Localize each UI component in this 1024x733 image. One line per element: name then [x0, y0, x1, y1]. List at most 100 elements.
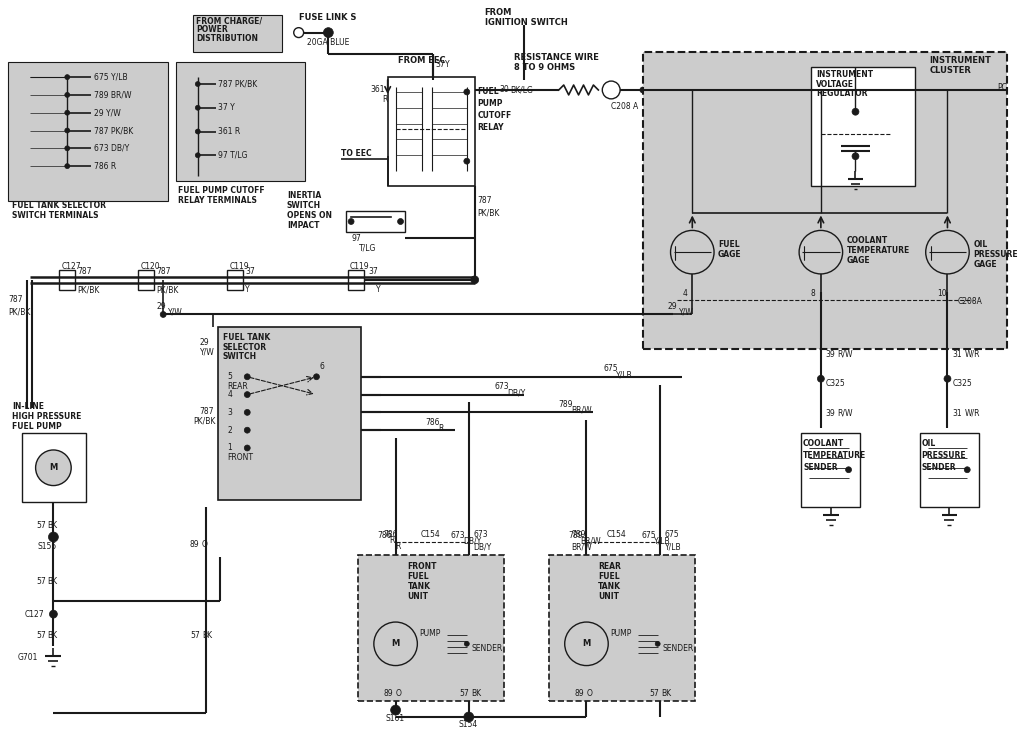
Text: FROM EEC: FROM EEC: [397, 56, 445, 65]
Text: SELECTOR: SELECTOR: [222, 342, 266, 352]
Text: S161: S161: [386, 715, 404, 723]
Text: 8 TO 9 OHMS: 8 TO 9 OHMS: [514, 63, 575, 72]
Text: Y/LB: Y/LB: [665, 542, 681, 551]
Text: 787: 787: [77, 268, 91, 276]
Text: Y/LB: Y/LB: [616, 370, 633, 379]
Text: INSTRUMENT: INSTRUMENT: [816, 70, 873, 78]
Text: REGULATOR: REGULATOR: [816, 89, 867, 98]
Text: T/LG: T/LG: [359, 243, 377, 253]
Text: 37: 37: [368, 268, 378, 276]
Text: INERTIA: INERTIA: [287, 191, 322, 200]
Circle shape: [846, 467, 852, 473]
Text: G701: G701: [17, 653, 38, 662]
Text: DB/Y: DB/Y: [474, 542, 492, 551]
Text: 786: 786: [384, 529, 398, 539]
Text: M: M: [391, 639, 399, 648]
Text: HIGH PRESSURE: HIGH PRESSURE: [12, 412, 81, 421]
Circle shape: [196, 129, 201, 134]
Text: 787: 787: [157, 268, 171, 276]
Text: 39: 39: [825, 409, 836, 418]
Text: BK/LG: BK/LG: [510, 86, 534, 95]
Text: OPENS ON: OPENS ON: [287, 211, 332, 220]
Circle shape: [245, 374, 250, 380]
Text: POWER: POWER: [196, 25, 227, 34]
Text: 8: 8: [811, 290, 816, 298]
Circle shape: [48, 532, 58, 542]
Text: DISTRIBUTION: DISTRIBUTION: [196, 34, 258, 43]
Text: 37: 37: [435, 60, 444, 69]
Circle shape: [65, 75, 70, 80]
Text: BR/W: BR/W: [581, 537, 601, 545]
Text: 57: 57: [37, 520, 46, 530]
Text: W/R: W/R: [965, 350, 980, 358]
Circle shape: [464, 641, 469, 647]
Circle shape: [245, 391, 250, 397]
Text: C325: C325: [825, 379, 846, 388]
Text: 787 PK/BK: 787 PK/BK: [94, 126, 133, 135]
Text: 10: 10: [938, 290, 947, 298]
Circle shape: [852, 108, 859, 115]
Text: 6: 6: [319, 362, 325, 372]
Text: 57: 57: [37, 577, 46, 586]
Circle shape: [965, 467, 970, 473]
Text: C120: C120: [140, 262, 160, 270]
Text: FUEL PUMP: FUEL PUMP: [12, 421, 61, 431]
Circle shape: [313, 374, 319, 380]
Text: 29: 29: [668, 302, 677, 311]
Text: FROM: FROM: [484, 8, 512, 18]
Text: 37: 37: [246, 268, 255, 276]
Text: 4: 4: [682, 290, 687, 298]
Text: PK/BK: PK/BK: [477, 208, 500, 217]
Text: PRESSURE: PRESSURE: [922, 452, 967, 460]
Text: 789: 789: [559, 400, 573, 409]
Text: GAGE: GAGE: [847, 256, 870, 265]
Text: 57: 57: [189, 631, 200, 641]
Text: RELAY TERMINALS: RELAY TERMINALS: [178, 196, 257, 205]
Circle shape: [65, 92, 70, 97]
Circle shape: [49, 610, 57, 618]
Circle shape: [374, 622, 418, 666]
Text: SWITCH TERMINALS: SWITCH TERMINALS: [12, 211, 98, 220]
Text: FUEL: FUEL: [598, 572, 620, 581]
Bar: [358, 555, 505, 701]
Circle shape: [245, 427, 250, 433]
Text: REAR: REAR: [227, 382, 248, 391]
Text: 89: 89: [574, 689, 585, 698]
Circle shape: [245, 410, 250, 416]
Text: 786 R: 786 R: [94, 161, 116, 171]
Text: 5: 5: [227, 372, 232, 381]
Text: C119: C119: [229, 262, 249, 270]
Text: RELAY: RELAY: [477, 123, 504, 132]
Bar: [920, 433, 979, 507]
Text: CLUSTER: CLUSTER: [930, 66, 972, 75]
Text: 57: 57: [459, 689, 469, 698]
Text: FROM CHARGE/: FROM CHARGE/: [196, 16, 262, 25]
Circle shape: [196, 152, 201, 158]
Circle shape: [602, 81, 621, 99]
Text: S154: S154: [459, 721, 478, 729]
Text: PK/BK: PK/BK: [193, 417, 215, 426]
Text: 39: 39: [825, 350, 836, 358]
Bar: [346, 210, 406, 232]
Text: C154: C154: [420, 529, 440, 539]
Text: FUEL TANK SELECTOR: FUEL TANK SELECTOR: [12, 201, 105, 210]
Text: Y/W: Y/W: [200, 347, 214, 356]
Text: FUEL PUMP CUTOFF: FUEL PUMP CUTOFF: [178, 186, 264, 196]
Text: 787 PK/BK: 787 PK/BK: [217, 80, 257, 89]
Text: C208 A: C208 A: [611, 103, 638, 111]
Text: PUMP: PUMP: [610, 630, 632, 638]
Bar: [193, 15, 282, 52]
Text: 675: 675: [665, 529, 679, 539]
Text: Y/W: Y/W: [680, 308, 694, 317]
Circle shape: [397, 218, 403, 224]
Text: IGNITION SWITCH: IGNITION SWITCH: [484, 18, 567, 27]
Text: 675: 675: [603, 364, 617, 373]
Text: SWITCH: SWITCH: [287, 201, 321, 210]
Text: RESISTANCE WIRE: RESISTANCE WIRE: [514, 53, 599, 62]
Bar: [8, 62, 168, 201]
Circle shape: [160, 312, 166, 317]
Circle shape: [640, 87, 646, 93]
Text: 786: 786: [425, 418, 439, 427]
Text: FRONT: FRONT: [227, 454, 254, 463]
Text: 673: 673: [451, 531, 466, 539]
